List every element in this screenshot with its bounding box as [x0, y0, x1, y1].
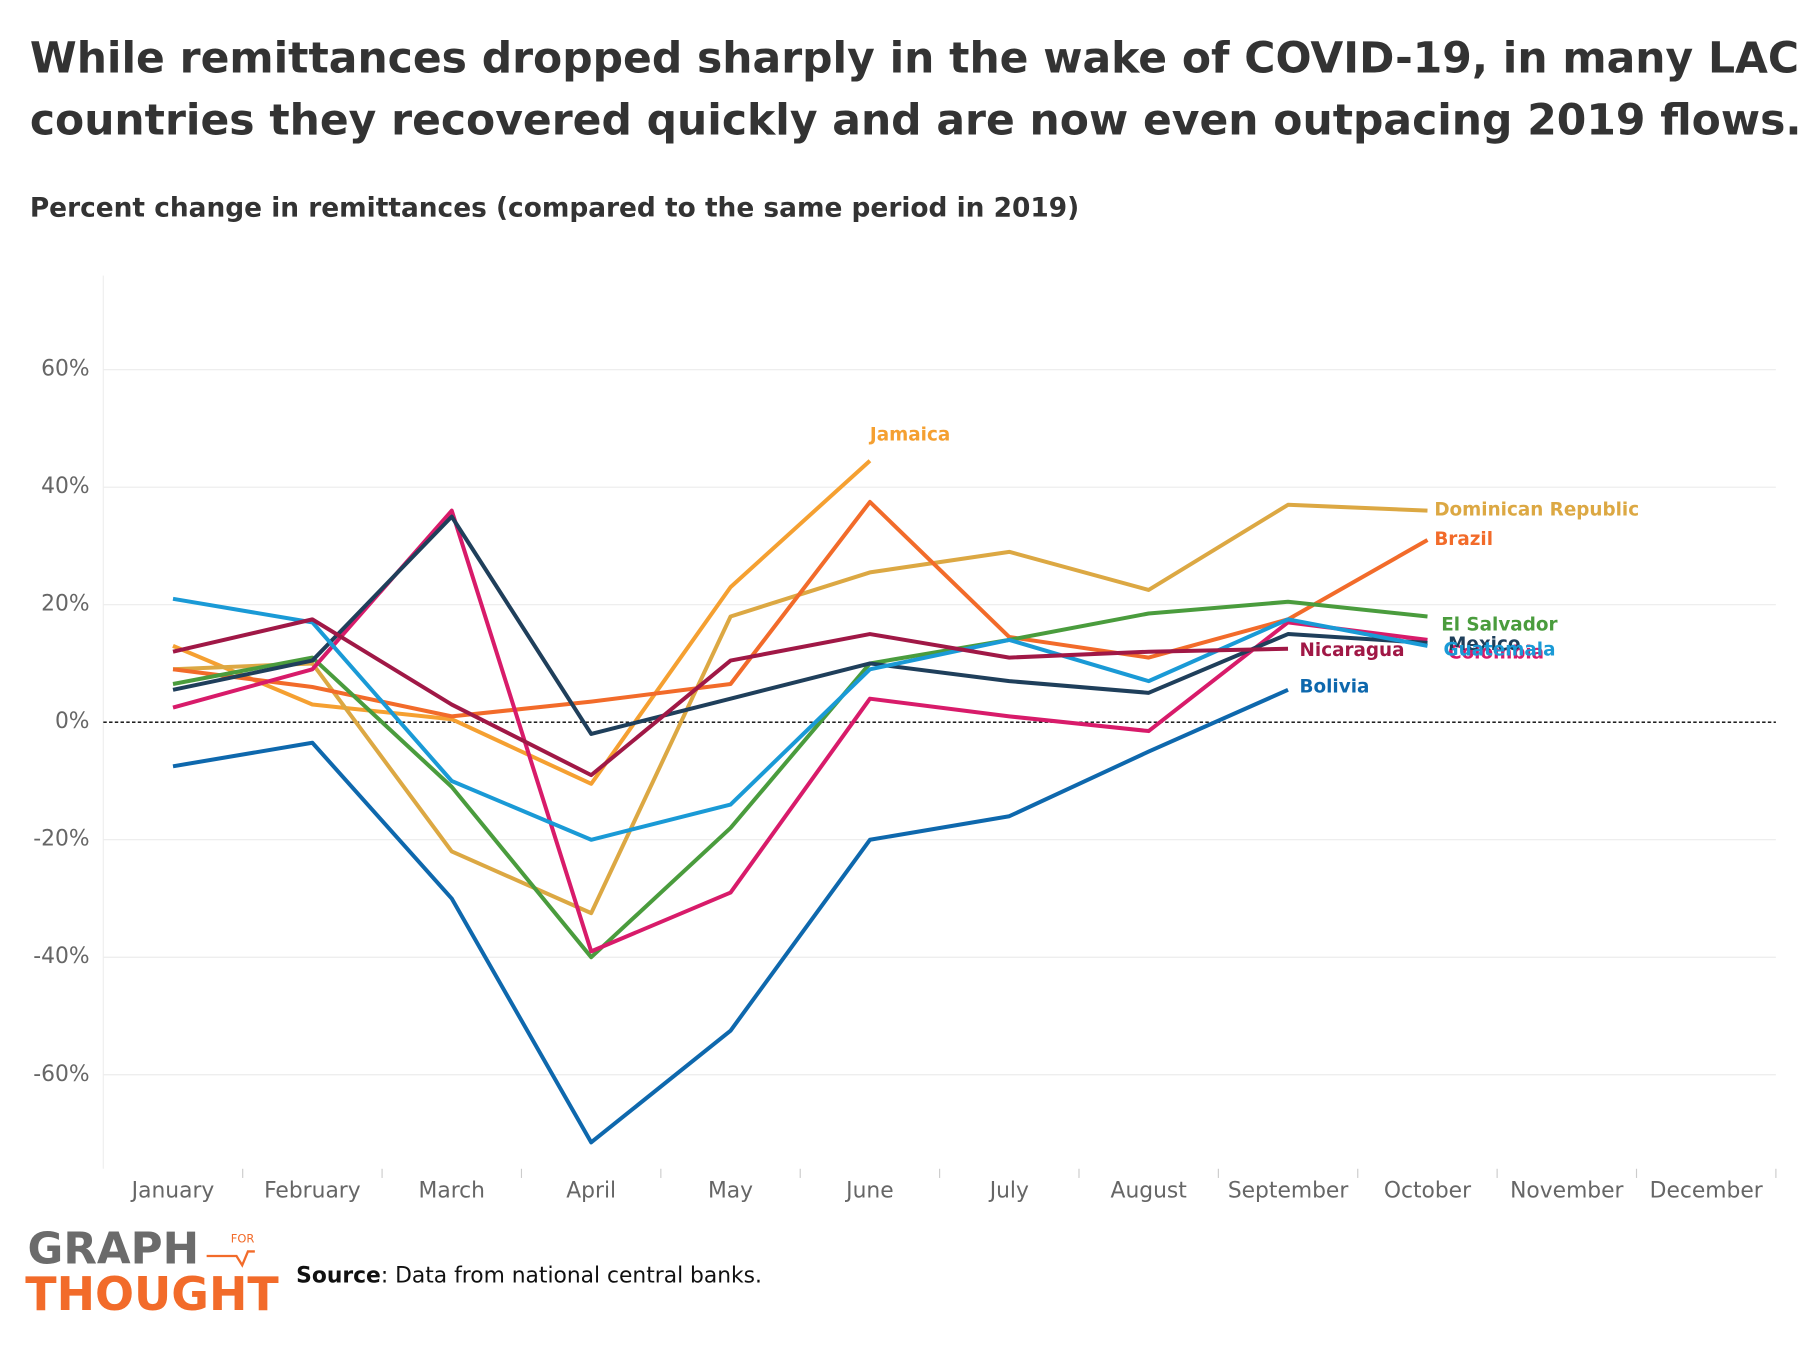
series-label: Colombia	[1448, 643, 1544, 664]
series-label: Bolivia	[1300, 677, 1370, 698]
source: Source: Data from national central banks…	[296, 1264, 762, 1289]
series-label: El Salvador	[1441, 615, 1557, 636]
series-label: Mexico	[1448, 634, 1520, 655]
y-tick-label: 40%	[41, 474, 89, 499]
y-tick-label: 60%	[41, 357, 89, 382]
logo-text: FOR	[231, 1231, 255, 1245]
logo-text: GRAPH	[28, 1224, 200, 1274]
series-label: Nicaragua	[1300, 640, 1405, 661]
logo-icon	[206, 1250, 255, 1268]
series-line	[172, 617, 1289, 778]
chart-title: While remittances dropped sharply in the…	[30, 34, 1799, 83]
x-tick-label: May	[708, 1179, 753, 1204]
x-tick-label: January	[130, 1179, 215, 1204]
x-tick-label: April	[566, 1179, 616, 1204]
y-tick-label: -40%	[33, 944, 89, 969]
x-tick-label: August	[1111, 1179, 1188, 1204]
logo-text: THOUGHT	[25, 1267, 279, 1321]
x-tick-label: October	[1384, 1179, 1471, 1204]
x-tick-label: September	[1228, 1179, 1349, 1204]
x-tick-label: March	[419, 1179, 485, 1204]
x-tick-label: November	[1510, 1179, 1623, 1204]
x-tick-label: July	[988, 1179, 1029, 1204]
chart-subtitle: Percent change in remittances (compared …	[30, 193, 1079, 224]
series-line	[172, 459, 872, 786]
series-line	[172, 688, 1289, 1145]
series-label: Brazil	[1434, 529, 1493, 550]
y-tick-label: -20%	[33, 827, 89, 852]
x-tick-label: December	[1650, 1179, 1763, 1204]
source-text: : Data from national central banks.	[381, 1264, 762, 1289]
x-tick-label: February	[264, 1179, 361, 1204]
source-label: Source	[296, 1264, 381, 1289]
chart-title: countries they recovered quickly and are…	[30, 96, 1800, 145]
y-tick-label: -60%	[33, 1062, 89, 1087]
series-label: Guatemala	[1444, 639, 1556, 660]
series-label: Dominican Republic	[1434, 500, 1639, 521]
x-tick-label: June	[844, 1179, 893, 1204]
series-label: Jamaica	[868, 424, 950, 445]
series-line	[172, 514, 1428, 736]
y-tick-label: 0%	[55, 709, 90, 734]
y-tick-label: 20%	[41, 592, 89, 617]
series-line	[172, 599, 1428, 960]
series-line	[172, 596, 1428, 842]
